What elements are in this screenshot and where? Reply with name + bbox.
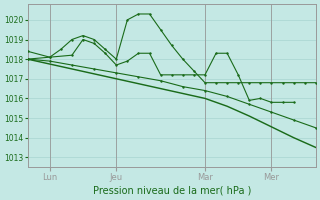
X-axis label: Pression niveau de la mer( hPa ): Pression niveau de la mer( hPa ): [92, 186, 251, 196]
